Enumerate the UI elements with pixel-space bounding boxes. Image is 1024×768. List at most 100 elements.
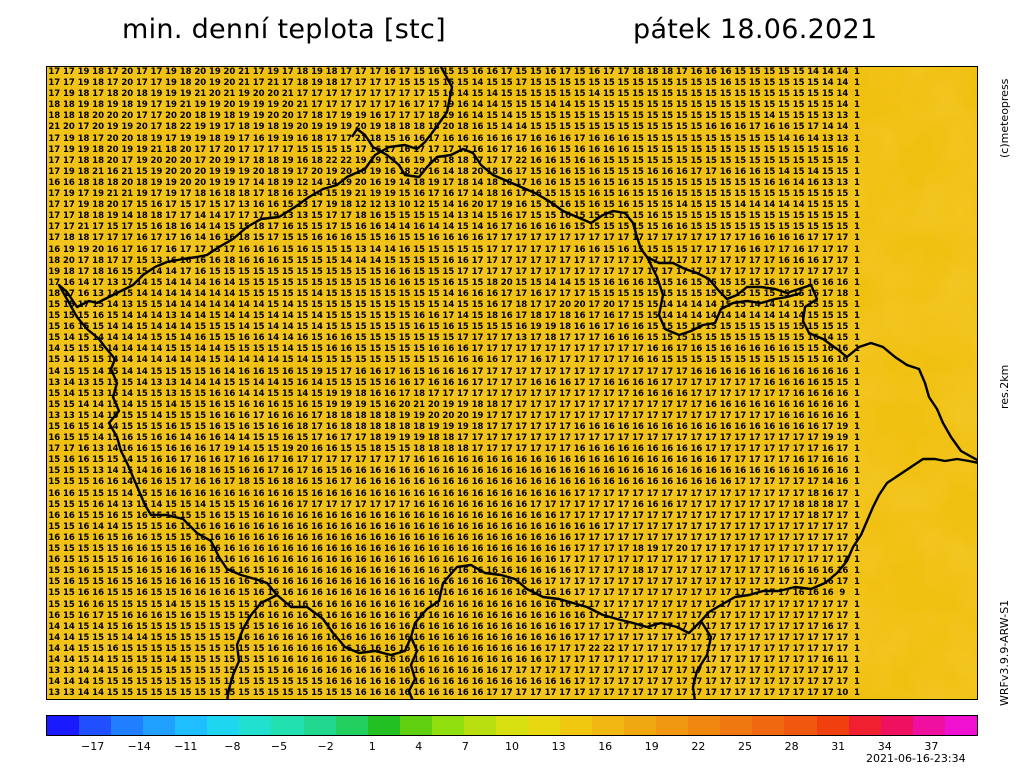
grid-value: 16 xyxy=(559,133,571,144)
grid-value: 13 xyxy=(836,177,849,188)
grid-value: 16 xyxy=(413,566,426,577)
grid-value: 15 xyxy=(106,688,119,699)
grid-value: 18 xyxy=(252,222,265,233)
grid-value: 16 xyxy=(427,610,440,621)
grid-value: 15 xyxy=(836,211,849,222)
grid-value: 15 xyxy=(135,410,148,421)
grid-value: 17 xyxy=(763,555,776,566)
grid-value: 16 xyxy=(500,599,513,610)
grid-value: 16 xyxy=(281,510,294,521)
grid-value: 15 xyxy=(763,100,776,111)
grid-value: 16 xyxy=(836,366,849,377)
grid-value: 17 xyxy=(661,521,674,532)
grid-value: 15 xyxy=(690,189,703,200)
grid-row: 14 14 15 15 16 15 15 15 15 15 15 15 15 15 15 16 16 16 16 16… xyxy=(47,643,977,655)
grid-value: 20 xyxy=(471,200,484,211)
grid-value: 19 xyxy=(340,189,353,200)
grid-value: 17 xyxy=(544,255,557,266)
grid-value: 18 xyxy=(135,177,148,188)
grid-value: 15 xyxy=(325,255,338,266)
grid-value: 17 xyxy=(602,233,615,244)
grid-value: 16 xyxy=(705,67,717,77)
grid-value: 17 xyxy=(792,510,805,521)
grid-value: 17 xyxy=(573,488,586,499)
grid-value: 17 xyxy=(675,599,688,610)
grid-value: 14 xyxy=(208,299,221,310)
grid-value: 15 xyxy=(194,510,207,521)
grid-value: 16 xyxy=(296,577,309,588)
grid-value: 15 xyxy=(252,477,265,488)
grid-value: 16 xyxy=(238,410,250,421)
grid-value: 19 xyxy=(208,177,221,188)
grid-value: 17 xyxy=(354,100,367,111)
grid-value: 17 xyxy=(646,266,659,277)
grid-value: 16 xyxy=(165,521,177,532)
grid-value: 17 xyxy=(646,521,659,532)
grid-value: 15 xyxy=(675,100,688,111)
grid-value: 17 xyxy=(150,244,163,255)
grid-value: 14 xyxy=(92,621,104,632)
grid-value: 16 xyxy=(340,677,353,688)
grid-value: 15 xyxy=(500,322,513,333)
grid-value: 15 xyxy=(340,377,353,388)
grid-value: 16 xyxy=(325,677,338,688)
grid-value: 15 xyxy=(208,200,221,211)
grid-value: 14 xyxy=(457,89,469,100)
country-border xyxy=(57,67,977,699)
grid-value: 16 xyxy=(135,444,148,455)
grid-value: 17 xyxy=(763,643,776,654)
grid-value: 15 xyxy=(92,488,104,499)
grid-value: 16 xyxy=(544,133,557,144)
grid-value: 14 xyxy=(748,311,761,322)
grid-value: 15 xyxy=(384,299,396,310)
grid-value: 16 xyxy=(427,477,440,488)
grid-value: 16 xyxy=(661,455,674,466)
grid-value: 18 xyxy=(807,499,820,510)
grid-value: 16 xyxy=(632,277,644,288)
grid-value: 16 xyxy=(486,610,499,621)
grid-value: 17 xyxy=(821,255,834,266)
grid-value: 14 xyxy=(62,654,75,665)
grid-value: 16 xyxy=(296,410,309,421)
grid-value: 17 xyxy=(457,266,469,277)
grid-value: 15 xyxy=(92,566,104,577)
grid-value: 15 xyxy=(690,288,703,299)
grid-value: 14 xyxy=(150,499,163,510)
grid-value: 17 xyxy=(661,654,674,665)
grid-value: 17 xyxy=(617,632,630,643)
grid-value: 14 xyxy=(92,688,104,699)
grid-value: 15 xyxy=(223,666,236,677)
grid-value: 16 xyxy=(165,455,177,466)
grid-value: 17 xyxy=(354,499,367,510)
grid-value: 15 xyxy=(311,355,323,366)
grid-value: 15 xyxy=(719,144,732,155)
grid-value: 17 xyxy=(734,677,747,688)
grid-value: 17 xyxy=(544,499,557,510)
grid-value: 16 xyxy=(413,577,426,588)
grid-value: 14 xyxy=(62,355,75,366)
grid-value: 16 xyxy=(121,433,134,444)
grid-value: 15 xyxy=(675,133,688,144)
grid-value: 15 xyxy=(106,677,119,688)
grid-value: 15 xyxy=(413,67,426,77)
grid-value: 15 xyxy=(106,544,119,555)
grid-value: 17 xyxy=(807,666,820,677)
grid-value: 16 xyxy=(340,577,353,588)
grid-value: 17 xyxy=(543,699,558,700)
grid-value: 17 xyxy=(763,532,776,543)
grid-value: 16 xyxy=(544,67,557,77)
grid-value: 16 xyxy=(486,577,499,588)
grid-value: 16 xyxy=(778,177,790,188)
grid-value: 15 xyxy=(821,211,834,222)
grid-value: 14 xyxy=(135,366,148,377)
grid-value: 15 xyxy=(646,155,659,166)
grid-value: 16 xyxy=(807,588,820,599)
grid-value: 16 xyxy=(500,477,513,488)
grid-value: 17 xyxy=(632,488,644,499)
grid-value: 15 xyxy=(807,322,820,333)
grid-value: 17 xyxy=(223,211,236,222)
grid-value: 18 xyxy=(62,266,75,277)
grid-value: 15 xyxy=(661,211,674,222)
grid-value: 16 xyxy=(588,67,601,77)
grid-value: 15 xyxy=(821,377,834,388)
